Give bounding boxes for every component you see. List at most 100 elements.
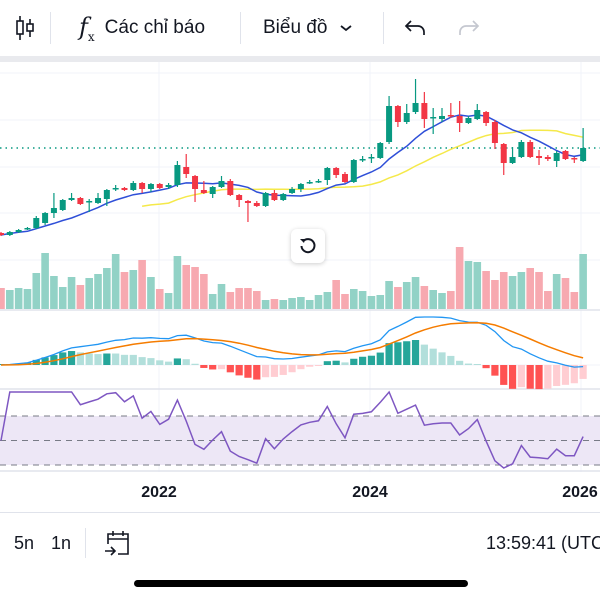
clock-timezone[interactable]: 13:59:41 (UTC — [485, 532, 600, 553]
macd-histogram-bar — [332, 360, 340, 365]
volume-bar — [455, 247, 464, 309]
macd-histogram-bar — [182, 359, 190, 365]
macd-histogram-bar — [262, 365, 270, 378]
undo-button[interactable] — [384, 0, 456, 56]
macd-histogram-bar — [473, 364, 481, 365]
candle-body — [518, 142, 525, 157]
candle-body — [465, 118, 472, 123]
volume-bar — [367, 296, 376, 309]
reset-chart-button[interactable] — [291, 229, 325, 263]
volume-bar — [358, 291, 367, 309]
volume-bar — [314, 295, 323, 309]
volume-bar — [297, 297, 305, 309]
x-axis-label: 2026 — [562, 484, 598, 501]
divider — [85, 528, 87, 558]
macd-histogram-bar — [85, 353, 93, 365]
macd-histogram-bar — [464, 363, 473, 365]
volume-bar — [508, 276, 517, 309]
candle-body — [580, 148, 587, 161]
indicators-button[interactable]: fx Các chỉ báo — [51, 0, 240, 56]
volume-bar — [129, 270, 138, 309]
chart-menu-button[interactable]: Biểu đồ — [241, 0, 383, 56]
candle-body — [359, 159, 366, 161]
macd-histogram-bar — [94, 354, 102, 365]
candle-body — [147, 184, 154, 189]
candle-body — [386, 106, 393, 142]
range-1y-button[interactable]: 1n — [51, 532, 72, 553]
volume-bar — [32, 273, 41, 309]
macd-histogram-bar — [482, 365, 490, 369]
bottom-bar: 5n 1n 13:59:41 (UTC — [0, 524, 600, 562]
candle-body — [103, 190, 110, 199]
candle-body — [315, 181, 322, 183]
rsi-line — [0, 390, 584, 469]
volume-bar — [41, 253, 49, 309]
macd-histogram-bar — [314, 365, 323, 366]
volume-bar — [332, 280, 340, 309]
macd-histogram-bar — [341, 362, 349, 365]
volume-bar — [438, 293, 446, 309]
volume-bar — [544, 291, 552, 309]
volume-bar — [58, 287, 67, 309]
ma-slow-line — [141, 129, 584, 207]
macd-histogram-bar — [253, 365, 261, 380]
redo-button[interactable] — [456, 0, 496, 56]
volume-bar — [252, 291, 261, 309]
volume-bar — [85, 278, 93, 309]
macd-histogram-bar — [544, 365, 552, 389]
macd-histogram-bar — [438, 352, 446, 365]
macd-histogram-bar — [147, 358, 155, 365]
candle-body — [165, 185, 172, 187]
volume-bar — [323, 292, 332, 309]
candle-body — [33, 218, 40, 228]
volume-bar — [6, 290, 14, 309]
volume-bar — [173, 256, 182, 309]
volume-bar — [226, 292, 235, 309]
chart-type-button[interactable] — [0, 0, 50, 56]
macd-histogram-bar — [535, 365, 543, 390]
top-toolbar: fx Các chỉ báo Biểu đồ — [0, 0, 600, 56]
rotate-reset-icon — [300, 238, 316, 254]
candle-body — [6, 232, 13, 235]
candlestick-icon — [16, 16, 34, 40]
candle-body — [439, 116, 445, 119]
signal-line — [0, 322, 584, 366]
goto-date-button[interactable] — [104, 528, 132, 558]
candle-body — [562, 151, 569, 159]
chart-canvas[interactable] — [0, 62, 600, 472]
candle-body — [280, 194, 287, 200]
candle-body — [500, 144, 507, 163]
macd-histogram-bar — [500, 365, 508, 385]
calendar-arrow-icon — [105, 531, 129, 556]
macd-histogram-bar — [526, 365, 534, 389]
range-5y-button[interactable]: 5n — [14, 532, 35, 553]
macd-histogram-bar — [164, 361, 173, 365]
home-indicator — [134, 580, 468, 587]
candle-body — [271, 193, 278, 200]
candle-body — [192, 176, 199, 189]
candle-body — [412, 103, 419, 112]
candle-body — [121, 188, 128, 190]
macd-histogram-bar — [456, 360, 464, 365]
candle-body — [297, 184, 304, 189]
candle-body — [59, 200, 66, 210]
candle-body — [544, 157, 551, 159]
volume-bar — [341, 294, 349, 309]
macd-histogram-bar — [403, 341, 411, 365]
macd-histogram-bar — [385, 343, 393, 365]
volume-bar — [217, 284, 226, 309]
candle-body — [527, 142, 534, 157]
divider — [0, 512, 600, 513]
candle-body — [236, 195, 243, 200]
candle-body — [174, 165, 181, 185]
volume-bar — [270, 299, 279, 309]
candle-body — [77, 198, 84, 204]
redo-icon — [459, 20, 480, 35]
volume-bar — [429, 290, 437, 309]
candle-body — [130, 183, 137, 190]
macd-histogram-bar — [411, 339, 420, 365]
volume-bar — [261, 300, 270, 309]
macd-histogram-bar — [112, 353, 120, 365]
candle-body — [244, 201, 251, 203]
macd-histogram-bar — [209, 365, 217, 370]
